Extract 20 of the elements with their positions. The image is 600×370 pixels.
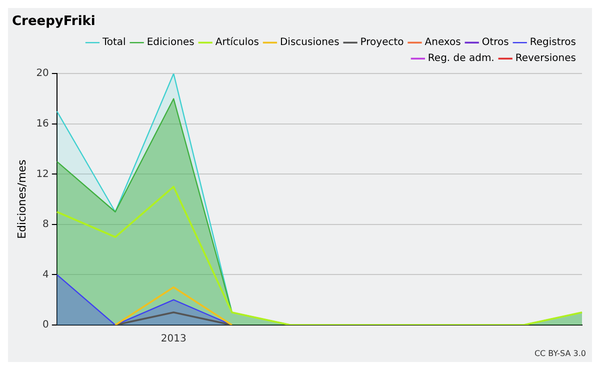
legend-label: Otros [482,37,509,48]
legend-label: Discusiones [280,37,340,48]
y-tick-label: 0 [42,320,49,331]
legend-label: Reversiones [515,53,576,64]
legend-label: Total [101,37,126,48]
x-tick-label: 2013 [160,334,186,345]
legend-label: Anexos [424,37,461,48]
y-tick-label: 12 [36,168,49,180]
legend-label: Artículos [215,37,259,48]
y-tick-label: 8 [42,219,49,230]
legend-label: Proyecto [360,37,404,48]
legend-label: Reg. de adm. [428,53,494,64]
legend-label: Ediciones [146,37,194,48]
text: CC BY-SA 3.0 [534,349,586,358]
chart-title: CreepyFriki [12,14,96,30]
y-tick-label: 4 [42,269,49,280]
legend-label: Registros [530,37,576,48]
y-tick-label: 16 [36,118,49,130]
y-tick-label: 20 [36,68,49,80]
y-axis-title: Ediciones/mes [15,159,28,239]
